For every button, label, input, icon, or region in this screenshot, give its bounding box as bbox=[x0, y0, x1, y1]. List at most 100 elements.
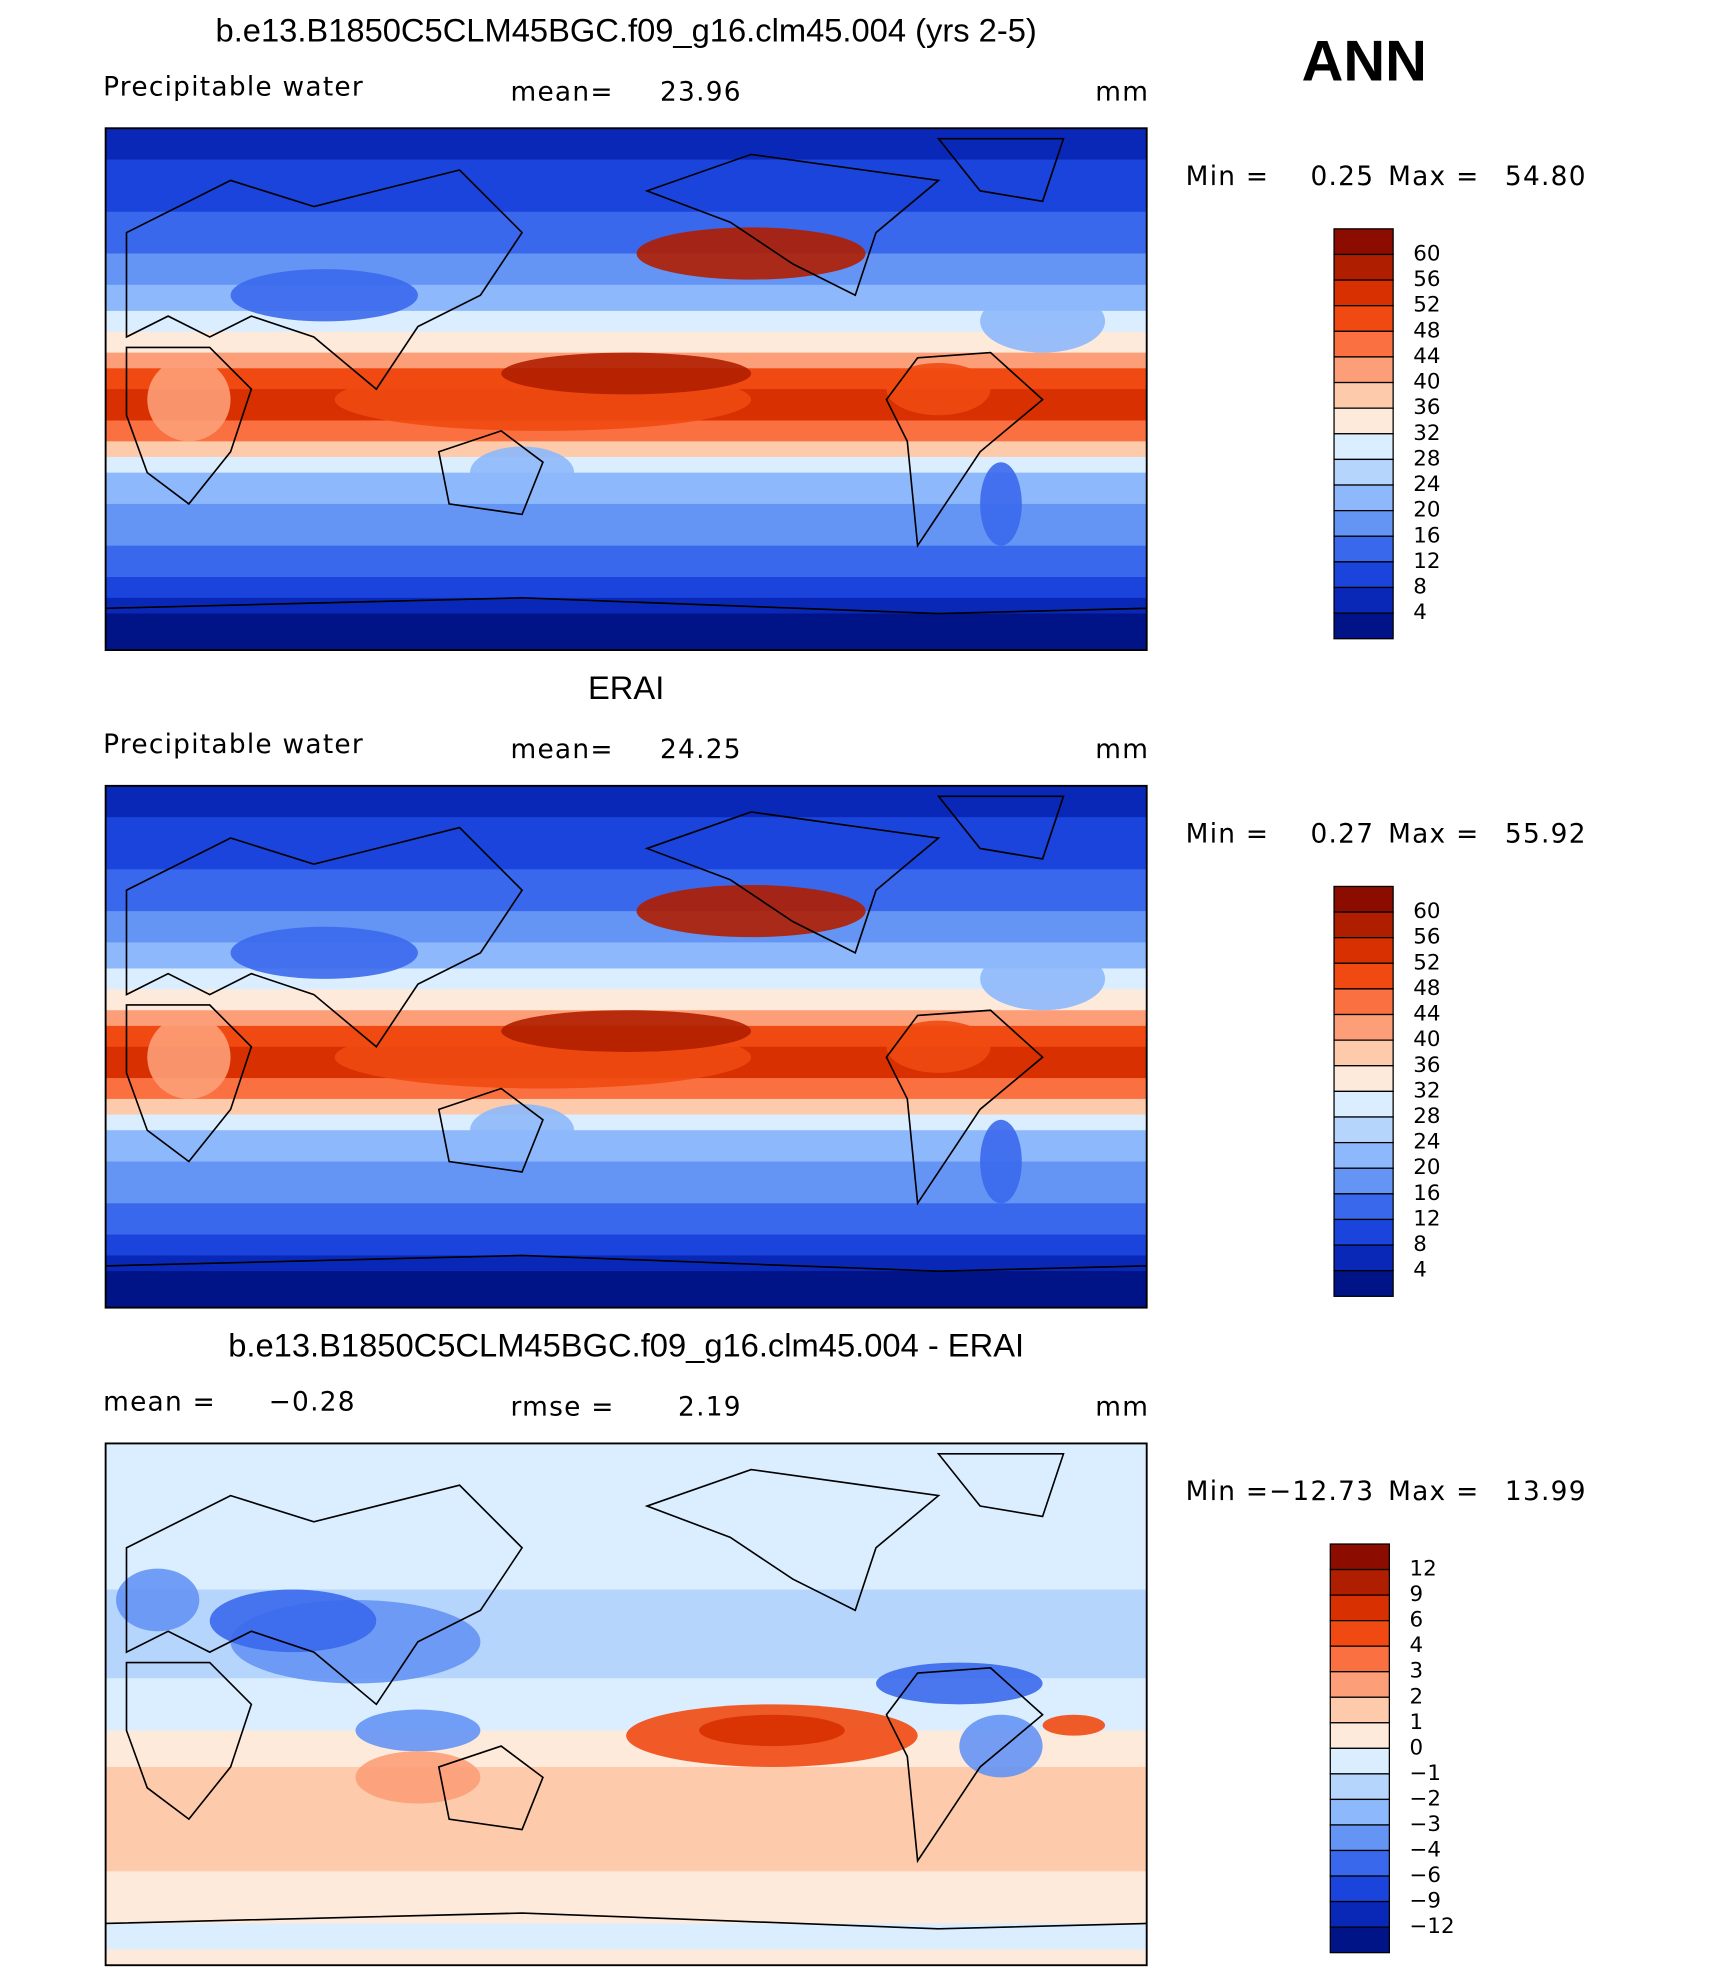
field-band bbox=[105, 1161, 1147, 1205]
colorbar-box bbox=[1333, 1116, 1394, 1144]
min-value: 0.27 bbox=[1310, 818, 1374, 849]
map-field bbox=[105, 128, 1147, 651]
colorbar-label: 40 bbox=[1413, 1027, 1440, 1052]
coastline bbox=[105, 597, 1147, 615]
colorbar-box bbox=[1329, 1798, 1390, 1826]
colorbar-label: −4 bbox=[1409, 1837, 1441, 1862]
max-value: 13.99 bbox=[1505, 1476, 1587, 1507]
colorbar-box bbox=[1333, 612, 1394, 640]
coastline bbox=[936, 795, 1065, 860]
field-band bbox=[105, 211, 1147, 255]
coastline bbox=[885, 351, 1044, 549]
colorbar-box bbox=[1329, 1875, 1390, 1903]
coastline bbox=[885, 1667, 1044, 1864]
panel-title: b.e13.B1850C5CLM45BGC.f09_g16.clm45.004 … bbox=[228, 1327, 1024, 1364]
field-band bbox=[105, 613, 1147, 651]
coastline bbox=[936, 1453, 1065, 1518]
map-frame bbox=[104, 1442, 1148, 1967]
field-blob bbox=[116, 1568, 200, 1632]
coastline bbox=[437, 1087, 544, 1173]
coastline bbox=[125, 826, 524, 1048]
left-label: Precipitable water bbox=[103, 72, 364, 103]
colorbar-box bbox=[1333, 510, 1394, 537]
colorbar-label: 8 bbox=[1413, 1232, 1427, 1257]
field-band bbox=[105, 1114, 1147, 1132]
colorbar-label: 24 bbox=[1413, 472, 1440, 497]
colorbar-label: −12 bbox=[1409, 1914, 1454, 1939]
colorbar-box bbox=[1333, 1167, 1394, 1195]
colorbar-box bbox=[1333, 535, 1394, 563]
field-band bbox=[105, 1130, 1147, 1163]
field-blob bbox=[699, 1714, 845, 1747]
colorbar-box bbox=[1333, 228, 1394, 256]
colorbar-label: 32 bbox=[1413, 421, 1440, 446]
colorbar-box bbox=[1333, 330, 1394, 358]
min-value: 0.25 bbox=[1310, 161, 1374, 192]
colorbar-label: 28 bbox=[1413, 1104, 1440, 1129]
coastline bbox=[125, 169, 524, 391]
field-blob bbox=[147, 357, 231, 442]
field-blob bbox=[636, 884, 866, 938]
max-value: 54.80 bbox=[1505, 161, 1587, 192]
colorbar-box bbox=[1333, 885, 1394, 913]
colorbar-box bbox=[1333, 561, 1394, 589]
field-band bbox=[105, 456, 1147, 474]
field-blob bbox=[230, 269, 418, 322]
colorbar-label: 28 bbox=[1413, 446, 1440, 471]
colorbar-label: 36 bbox=[1413, 1053, 1440, 1078]
coastline bbox=[885, 1009, 1044, 1206]
colorbar-label: 16 bbox=[1413, 1181, 1440, 1206]
colorbar-label: 60 bbox=[1413, 899, 1440, 924]
field-blob bbox=[980, 290, 1106, 353]
colorbar-box bbox=[1329, 1722, 1390, 1749]
colorbar-box bbox=[1333, 1193, 1394, 1221]
field-band bbox=[105, 420, 1147, 443]
colorbar-box bbox=[1333, 381, 1394, 409]
field-band bbox=[105, 503, 1147, 547]
colorbar-box bbox=[1329, 1926, 1390, 1954]
colorbar-box bbox=[1333, 305, 1394, 332]
field-blob bbox=[980, 1119, 1022, 1204]
field-band bbox=[105, 1203, 1147, 1236]
units: mm bbox=[1095, 734, 1149, 765]
colorbar-label: 48 bbox=[1413, 318, 1440, 343]
colorbar-box bbox=[1329, 1747, 1390, 1775]
colorbar-box bbox=[1333, 586, 1394, 614]
map-field bbox=[105, 1443, 1147, 1966]
colorbar-label: 24 bbox=[1413, 1130, 1440, 1155]
field-band bbox=[105, 441, 1147, 459]
colorbar-box bbox=[1333, 407, 1394, 435]
field-band bbox=[105, 785, 1147, 819]
field-band bbox=[105, 1949, 1147, 1966]
colorbar-label: 56 bbox=[1413, 267, 1440, 292]
center-value: 23.96 bbox=[660, 77, 742, 108]
colorbar-label: −1 bbox=[1409, 1761, 1441, 1786]
season-label: ANN bbox=[1302, 30, 1427, 94]
colorbar-box bbox=[1329, 1671, 1390, 1698]
colorbar-label: −6 bbox=[1409, 1863, 1441, 1888]
field-blob bbox=[470, 1104, 575, 1157]
left-label: mean = bbox=[103, 1387, 216, 1418]
colorbar-label: 2 bbox=[1409, 1684, 1423, 1709]
coastline bbox=[936, 137, 1065, 203]
field-band bbox=[105, 1098, 1147, 1116]
field-blob bbox=[1042, 1714, 1106, 1736]
colorbar-box bbox=[1329, 1620, 1390, 1647]
colorbar-box bbox=[1329, 1900, 1390, 1928]
colorbar-label: 20 bbox=[1413, 498, 1440, 523]
colorbar-label: 4 bbox=[1409, 1633, 1423, 1658]
left-value: −0.28 bbox=[269, 1387, 356, 1418]
colorbar-box bbox=[1333, 911, 1394, 939]
colorbar-box bbox=[1333, 1090, 1394, 1118]
field-band bbox=[105, 869, 1147, 913]
colorbar-label: 8 bbox=[1413, 574, 1427, 599]
field-blob bbox=[980, 462, 1022, 546]
colorbar-box bbox=[1333, 433, 1394, 461]
field-blob bbox=[980, 947, 1106, 1011]
max-label: Max = bbox=[1388, 161, 1479, 192]
left-label: Precipitable water bbox=[103, 729, 364, 760]
colorbar-box bbox=[1333, 988, 1394, 1016]
colorbar-label: 56 bbox=[1413, 925, 1440, 950]
center-label: mean= bbox=[510, 77, 613, 108]
coastline bbox=[437, 1745, 544, 1831]
